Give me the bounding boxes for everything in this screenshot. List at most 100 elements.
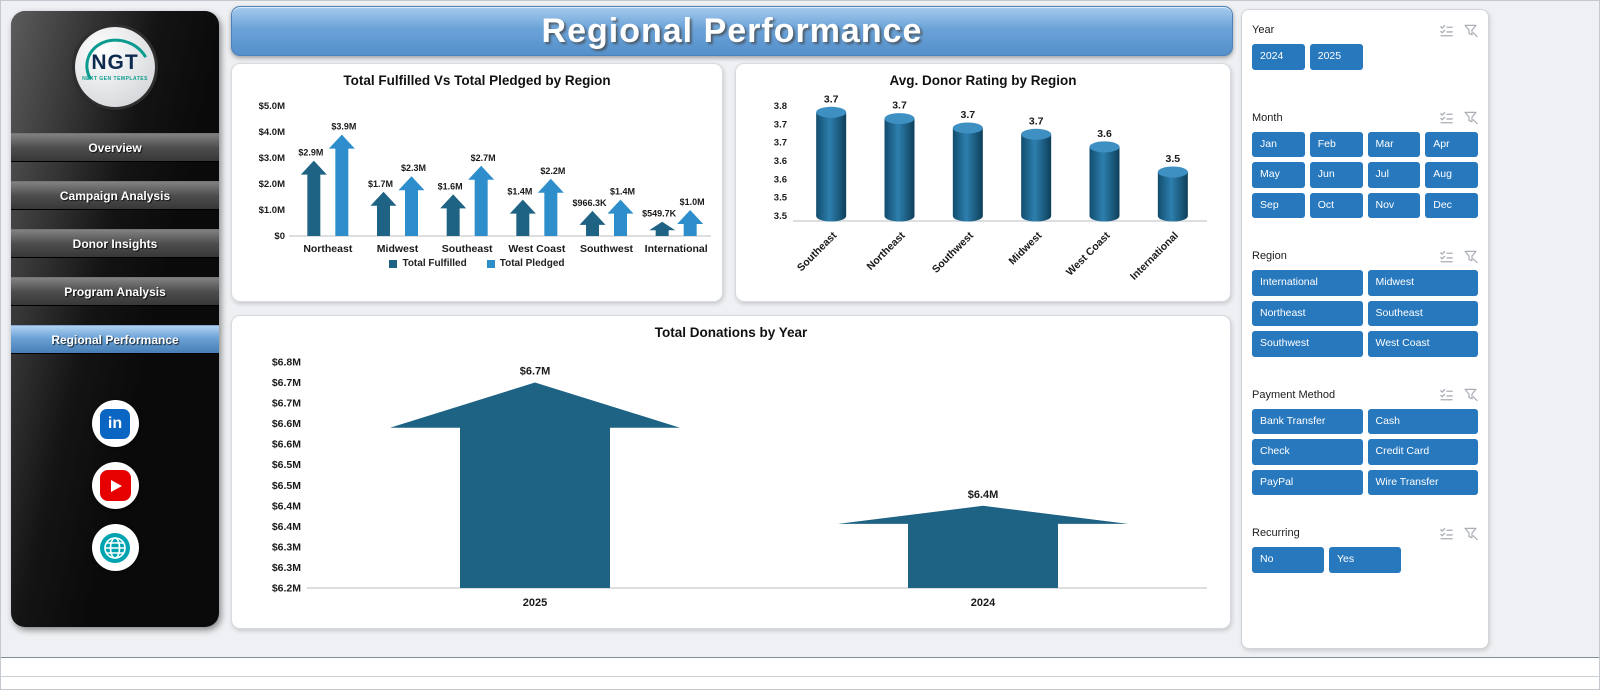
svg-text:$6.5M: $6.5M <box>272 459 301 471</box>
legend-item-fulfilled[interactable]: Total Fulfilled <box>389 258 467 269</box>
filter-option-jul[interactable]: Jul <box>1367 162 1421 188</box>
select-all-icon[interactable] <box>1439 387 1454 402</box>
ngt-logo: NGT NEXT GEN TEMPLATES <box>75 27 159 107</box>
filter-option-wire-transfer[interactable]: Wire Transfer <box>1367 469 1478 496</box>
svg-text:$3.0M: $3.0M <box>259 153 285 164</box>
svg-text:$549.7K: $549.7K <box>642 209 677 219</box>
youtube-icon[interactable] <box>91 462 139 509</box>
svg-text:$6.8M: $6.8M <box>272 357 301 369</box>
sidebar-item-program-analysis[interactable]: Program Analysis <box>11 277 219 306</box>
filter-option-credit-card[interactable]: Credit Card <box>1367 439 1478 465</box>
filter-option-aug[interactable]: Aug <box>1425 162 1478 188</box>
sidebar-item-campaign-analysis[interactable]: Campaign Analysis <box>11 181 219 210</box>
filter-section-year: Year 2024 2025 <box>1252 22 1478 70</box>
svg-text:3.7: 3.7 <box>1029 115 1044 127</box>
card-donor-rating: Avg. Donor Rating by Region 3.5 3.5 3.6 3.6… <box>735 63 1231 302</box>
svg-text:$2.0M: $2.0M <box>259 179 285 190</box>
filter-option-2024[interactable]: 2024 <box>1252 44 1305 70</box>
sidebar-item-donor-insights[interactable]: Donor Insights <box>11 229 219 258</box>
filter-option-apr[interactable]: Apr <box>1425 131 1478 158</box>
donor-rating-chart[interactable]: 3.5 3.5 3.6 3.6 3.7 3.7 3.8 3.7 Southeast 3.7 Nort… <box>739 88 1227 294</box>
filter-option-paypal[interactable]: PayPal <box>1252 469 1363 496</box>
select-all-icon[interactable] <box>1439 249 1454 264</box>
filter-option-2025[interactable]: 2025 <box>1309 44 1363 70</box>
chart-title-total-donations: Total Donations by Year <box>654 325 808 340</box>
filter-title-region: Region <box>1252 250 1287 263</box>
filter-option-southeast[interactable]: Southeast <box>1367 300 1478 327</box>
filter-option-jun[interactable]: Jun <box>1309 162 1363 188</box>
filter-option-mar[interactable]: Mar <box>1367 131 1421 158</box>
sidebar-item-overview[interactable]: Overview <box>11 133 219 162</box>
svg-text:$6.7M: $6.7M <box>272 377 301 389</box>
clear-filter-icon[interactable] <box>1463 387 1478 402</box>
filter-option-oct[interactable]: Oct <box>1309 192 1363 219</box>
legend-label-pledged: Total Pledged <box>499 258 565 269</box>
filter-option-international[interactable]: International <box>1252 270 1363 296</box>
svg-text:$1.7M: $1.7M <box>368 179 393 189</box>
filter-option-midwest[interactable]: Midwest <box>1367 270 1478 296</box>
clear-filter-icon[interactable] <box>1463 526 1478 541</box>
filter-title-month: Month <box>1252 111 1283 124</box>
filter-option-jan[interactable]: Jan <box>1252 131 1305 158</box>
svg-text:$1.4M: $1.4M <box>610 187 635 197</box>
linkedin-glyph: in <box>100 408 130 439</box>
linkedin-icon[interactable]: in <box>91 400 139 447</box>
svg-text:3.7: 3.7 <box>961 109 976 121</box>
svg-text:$2.2M: $2.2M <box>540 166 565 176</box>
fulfilled-vs-pledged-chart[interactable]: $0 $1.0M $2.0M $3.0M $4.0M $5.0M $2.9M $3.9M Nor… <box>235 90 719 260</box>
svg-text:Northeast: Northeast <box>303 243 353 255</box>
filter-title-payment-method: Payment Method <box>1252 388 1336 401</box>
svg-text:$6.7M: $6.7M <box>520 366 551 378</box>
select-all-icon[interactable] <box>1439 110 1454 125</box>
clear-filter-icon[interactable] <box>1463 23 1478 38</box>
svg-text:$1.6M: $1.6M <box>438 181 463 191</box>
svg-text:3.6: 3.6 <box>1097 128 1112 140</box>
svg-text:International: International <box>1128 230 1181 283</box>
filter-option-dec[interactable]: Dec <box>1425 192 1478 219</box>
filter-option-no[interactable]: No <box>1252 547 1324 574</box>
filter-header-recurring: Recurring <box>1252 525 1478 541</box>
svg-text:Southeast: Southeast <box>442 243 493 255</box>
svg-text:$4.0M: $4.0M <box>259 127 285 138</box>
svg-text:$6.4M: $6.4M <box>968 489 999 501</box>
select-all-icon[interactable] <box>1439 23 1454 38</box>
svg-text:$6.6M: $6.6M <box>272 418 301 430</box>
filter-option-sep[interactable]: Sep <box>1252 192 1305 219</box>
filter-option-bank-transfer[interactable]: Bank Transfer <box>1252 408 1363 435</box>
filter-option-may[interactable]: May <box>1252 162 1305 188</box>
svg-text:$6.4M: $6.4M <box>272 500 301 512</box>
website-icon[interactable] <box>91 524 139 571</box>
page-title: Regional Performance <box>541 11 923 50</box>
legend-label-fulfilled: Total Fulfilled <box>402 258 467 269</box>
legend-swatch-pledged <box>486 259 495 268</box>
filter-option-northeast[interactable]: Northeast <box>1252 300 1363 327</box>
filter-option-west-coast[interactable]: West Coast <box>1367 331 1478 357</box>
svg-text:$6.7M: $6.7M <box>272 398 301 410</box>
sidebar-item-regional-performance[interactable]: Regional Performance <box>11 325 219 354</box>
svg-text:3.7: 3.7 <box>774 119 787 130</box>
filter-title-year: Year <box>1252 24 1275 36</box>
bottom-strip <box>1 657 1599 689</box>
filter-option-nov[interactable]: Nov <box>1367 192 1421 219</box>
filter-header-payment-method: Payment Method <box>1252 387 1478 403</box>
legend-item-pledged[interactable]: Total Pledged <box>486 258 565 269</box>
filter-option-southwest[interactable]: Southwest <box>1252 331 1363 357</box>
svg-text:$6.6M: $6.6M <box>272 439 301 451</box>
filter-option-yes[interactable]: Yes <box>1329 547 1401 574</box>
select-all-icon[interactable] <box>1439 526 1454 541</box>
svg-text:International: International <box>645 243 708 255</box>
svg-text:$2.3M: $2.3M <box>401 163 426 173</box>
clear-filter-icon[interactable] <box>1463 110 1478 125</box>
total-donations-chart[interactable]: $6.2M $6.3M $6.3M $6.4M $6.4M $6.5M $6.5M $6.6M… <box>235 342 1227 620</box>
sidebar-nav: Overview Campaign Analysis Donor Insights P… <box>11 133 219 354</box>
filter-option-cash[interactable]: Cash <box>1367 408 1478 435</box>
clear-filter-icon[interactable] <box>1463 249 1478 264</box>
filter-header-region: Region <box>1252 248 1478 264</box>
sidebar: NGT NEXT GEN TEMPLATES Overview Campaign … <box>11 11 219 627</box>
filter-option-feb[interactable]: Feb <box>1309 131 1363 158</box>
chart-title-fulfilled-vs-pledged: Total Fulfilled Vs Total Pledged by Regi… <box>343 73 611 88</box>
logo-subtext: NEXT GEN TEMPLATES <box>82 76 148 82</box>
filter-option-check[interactable]: Check <box>1252 439 1363 465</box>
card-total-donations: Total Donations by Year $6.2M $6.3M $6.3M $… <box>231 315 1231 629</box>
